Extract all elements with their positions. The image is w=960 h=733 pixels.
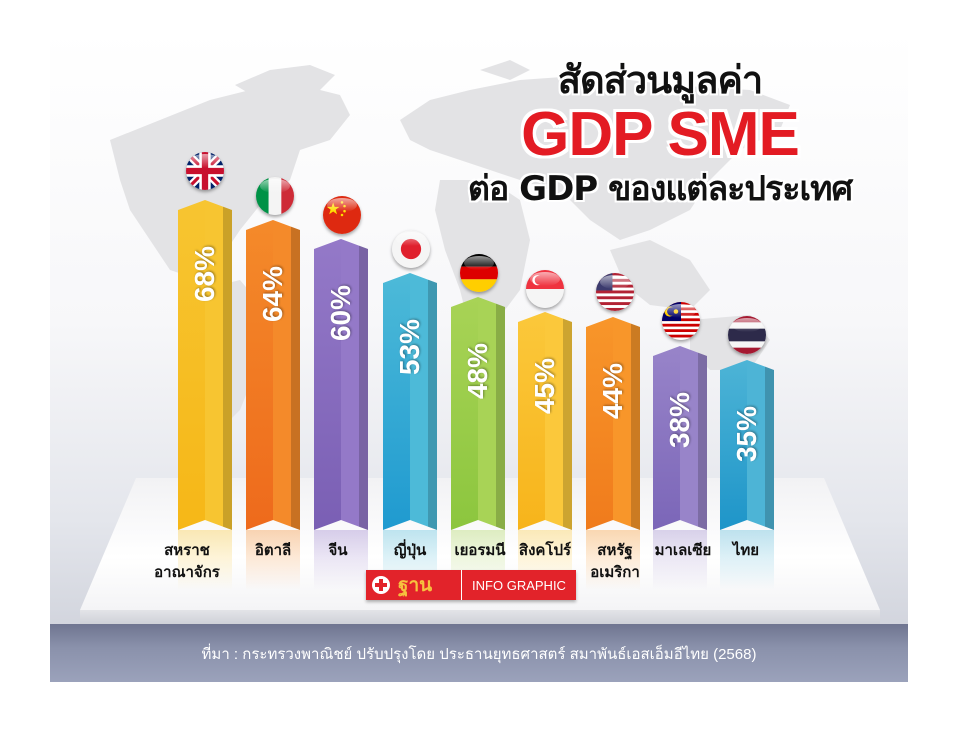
bar-reflection <box>246 530 300 590</box>
japan-flag-icon <box>392 230 430 268</box>
bar-body <box>314 239 368 530</box>
malaysia-flag-icon <box>662 302 700 340</box>
usa-flag-icon <box>596 273 634 311</box>
bar-reflection <box>314 530 368 590</box>
footer-band <box>50 624 908 682</box>
logo-tagline: INFO GRAPHIC <box>462 570 576 600</box>
bar-value-label: 45% <box>529 357 560 415</box>
thailand-flag-icon <box>728 316 766 354</box>
category-label-japan: ญี่ปุ่น <box>393 542 427 559</box>
bar-value-label: 68% <box>189 245 220 303</box>
bar-5: 45% <box>518 312 572 530</box>
category-label-china: จีน <box>328 542 348 559</box>
singapore-flag-icon <box>526 270 564 308</box>
bar-value-label: 53% <box>394 318 425 376</box>
category-label-singapore: สิงคโปร์ <box>518 542 572 559</box>
bar-value-label: 35% <box>731 405 762 463</box>
plus-icon <box>372 576 390 594</box>
title-line-1: สัดส่วนมูลค่า <box>557 58 763 102</box>
category-label-germany: เยอรมนี <box>454 542 506 559</box>
category-label-italy: อิตาลี <box>254 542 292 559</box>
category-label-malaysia: มาเลเซีย <box>654 542 712 559</box>
platform-edge <box>80 610 880 624</box>
bar-body <box>451 297 505 530</box>
italy-flag-icon <box>256 177 294 215</box>
bar-reflection <box>178 530 232 590</box>
bar-body <box>653 346 707 530</box>
bar-body <box>720 360 774 530</box>
bar-body <box>383 273 437 530</box>
bar-body <box>246 220 300 530</box>
thansettakij-logo: ฐาน INFO GRAPHIC <box>366 570 576 600</box>
bar-4: 48% <box>451 297 505 530</box>
title-line-2: GDP SME <box>521 100 800 169</box>
bar-8: 35% <box>720 360 774 530</box>
bar-reflection <box>653 530 707 590</box>
china-flag-icon <box>323 196 361 234</box>
bar-reflection <box>586 530 640 590</box>
brand-name: ฐาน <box>398 574 433 596</box>
bar-value-label: 38% <box>664 391 695 449</box>
uk-flag-icon <box>186 152 224 190</box>
bar-body <box>518 312 572 530</box>
source-note: ที่มา : กระทรวงพาณิชย์ ปรับปรุงโดย ประธา… <box>201 646 757 663</box>
bar-7: 38% <box>653 346 707 530</box>
bar-reflection <box>720 530 774 590</box>
bar-value-label: 64% <box>257 265 288 323</box>
germany-flag-icon <box>460 254 498 292</box>
bar-6: 44% <box>586 317 640 530</box>
bar-value-label: 44% <box>597 362 628 420</box>
bar-value-label: 60% <box>325 284 356 342</box>
bar-3: 53% <box>383 273 437 530</box>
bar-0: 68% <box>178 200 232 530</box>
bar-body <box>586 317 640 530</box>
bar-value-label: 48% <box>462 342 493 400</box>
category-label-usa: สหรัฐ อเมริกา <box>590 542 640 581</box>
infographic-canvas: สัดส่วนมูลค่า GDP SME ต่อ GDP ของแต่ละปร… <box>50 30 908 682</box>
category-label-thailand: ไทย <box>732 542 760 559</box>
bar-body <box>178 200 232 530</box>
title-line-3: ต่อ GDP ของแต่ละประเทศ <box>467 169 853 209</box>
category-label-uk: สหราช อาณาจักร <box>154 542 220 581</box>
bar-1: 64% <box>246 220 300 530</box>
title-block: สัดส่วนมูลค่า GDP SME ต่อ GDP ของแต่ละปร… <box>450 58 870 210</box>
bar-2: 60% <box>314 239 368 530</box>
